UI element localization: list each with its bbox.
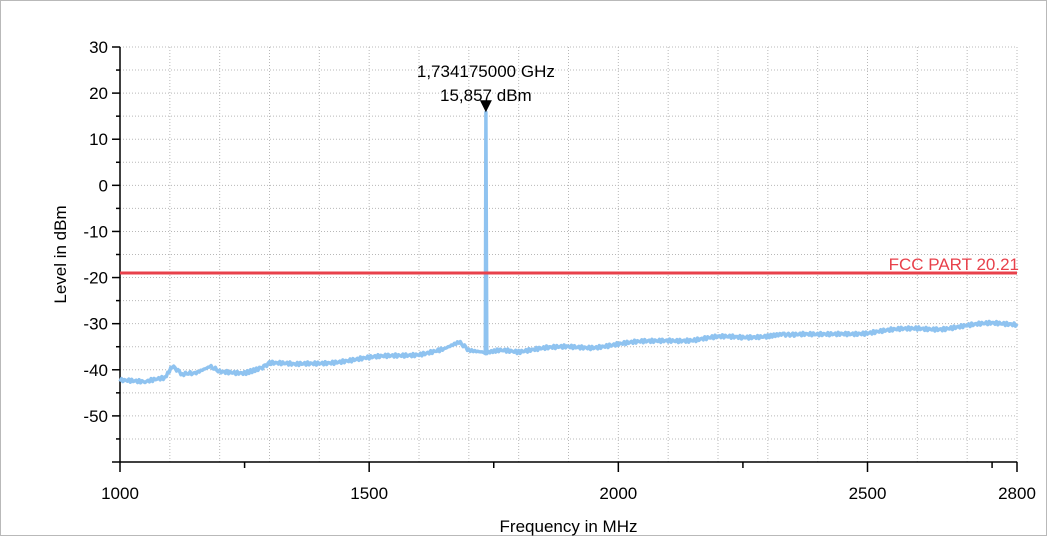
x-tick-label: 2800 — [998, 484, 1036, 503]
x-axis-title: Frequency in MHz — [500, 517, 638, 536]
spectrum-trace — [118, 110, 1019, 385]
y-tick-label: 20 — [89, 84, 108, 103]
y-axis-title: Level in dBm — [51, 205, 70, 303]
marker-layer — [479, 100, 492, 113]
y-tick-label: 30 — [89, 38, 108, 57]
x-tick-label: 1500 — [350, 484, 388, 503]
marker-frequency-label: 1,734175000 GHz — [417, 62, 555, 81]
y-tick-label: -50 — [83, 407, 108, 426]
y-tick-label: -10 — [83, 222, 108, 241]
series-layer — [118, 110, 1019, 385]
x-tick-label: 2000 — [599, 484, 637, 503]
limit-line-label: FCC PART 20.21 — [889, 255, 1019, 274]
x-tick-label: 2500 — [849, 484, 887, 503]
y-tick-label: 10 — [89, 130, 108, 149]
ticks: 30 20 10 0 -10 -20 -30 -40 -50 1000 1500 2000 2500 28… — [83, 38, 1035, 503]
y-tick-label: 0 — [99, 176, 108, 195]
x-tick-label: 1000 — [101, 484, 139, 503]
marker-level-label: 15,857 dBm — [440, 86, 532, 105]
y-tick-label: -20 — [83, 269, 108, 288]
grid — [119, 46, 1018, 463]
marker-triangle — [479, 100, 492, 113]
y-tick-label: -30 — [83, 315, 108, 334]
y-tick-label: -40 — [83, 361, 108, 380]
